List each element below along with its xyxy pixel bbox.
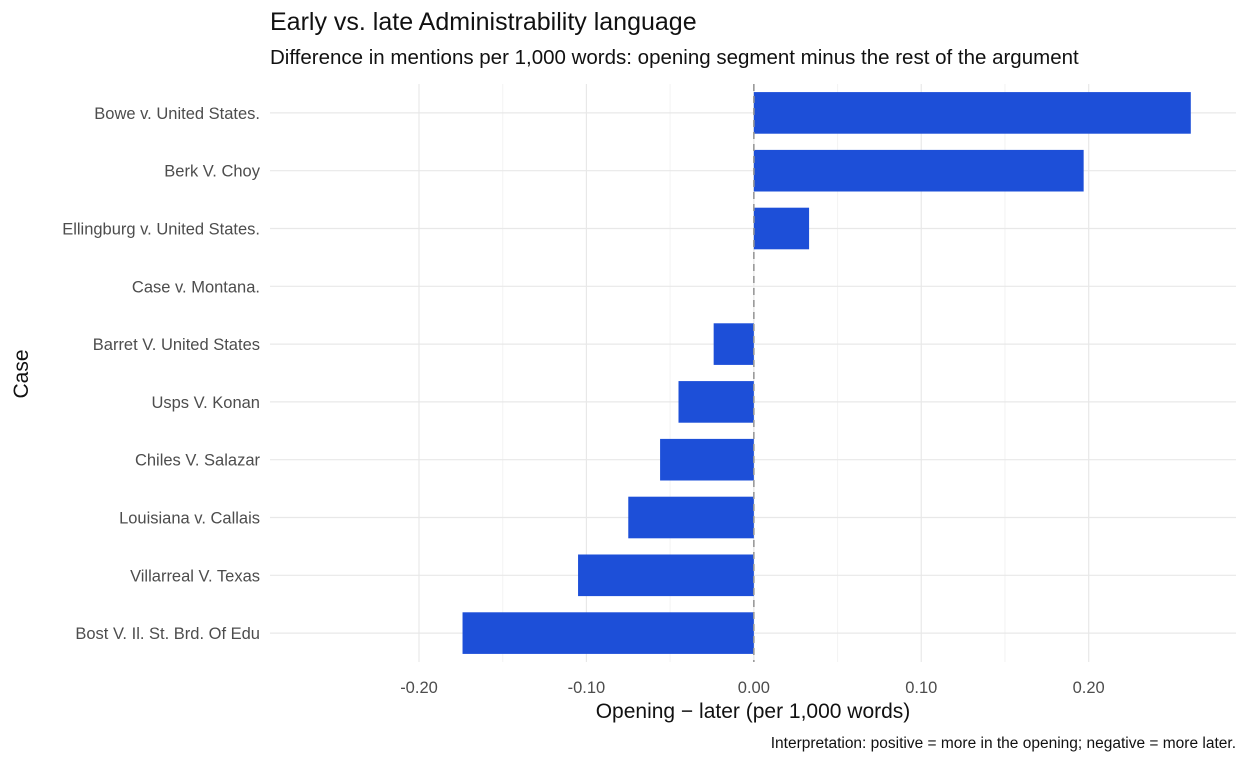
y-tick-label: Bowe v. United States. bbox=[94, 105, 260, 123]
y-tick-label: Ellingburg v. United States. bbox=[62, 221, 260, 239]
y-axis-label: Case bbox=[10, 349, 33, 398]
y-tick-label: Bost V. Il. St. Brd. Of Edu bbox=[75, 625, 260, 643]
y-tick-label: Barret V. United States bbox=[93, 336, 260, 354]
bar bbox=[713, 323, 754, 365]
bars bbox=[462, 92, 1191, 654]
x-tick-label: -0.10 bbox=[568, 679, 606, 697]
bar bbox=[753, 92, 1191, 134]
y-tick-label: Villarreal V. Texas bbox=[130, 567, 260, 585]
bar bbox=[753, 149, 1084, 192]
bar bbox=[578, 554, 754, 597]
bar bbox=[628, 496, 754, 539]
bar bbox=[678, 381, 754, 423]
x-tick-label: 0.10 bbox=[905, 679, 937, 697]
y-axis-ticks: Bowe v. United States. Berk V. Choy Elling… bbox=[62, 105, 261, 643]
y-tick-label: Berk V. Choy bbox=[164, 163, 260, 181]
bar bbox=[462, 612, 754, 654]
y-tick-label: Louisiana v. Callais bbox=[119, 510, 260, 528]
bar bbox=[753, 207, 810, 250]
x-tick-label: 0.00 bbox=[738, 679, 770, 697]
x-axis-ticks: -0.20 -0.10 0.00 0.10 0.20 bbox=[400, 679, 1105, 697]
x-axis-label: Opening − later (per 1,000 words) bbox=[596, 700, 911, 723]
y-tick-label: Usps V. Konan bbox=[151, 394, 260, 412]
y-tick-label: Chiles V. Salazar bbox=[135, 452, 261, 470]
y-tick-label: Case v. Montana. bbox=[132, 278, 260, 296]
chart-subtitle: Difference in mentions per 1,000 words: … bbox=[270, 46, 1079, 69]
x-tick-label: 0.20 bbox=[1073, 679, 1105, 697]
chart-title: Early vs. late Administrability language bbox=[270, 8, 697, 36]
x-tick-label: -0.20 bbox=[400, 679, 438, 697]
chart-caption: Interpretation: positive = more in the o… bbox=[771, 735, 1236, 752]
bar bbox=[660, 438, 754, 481]
